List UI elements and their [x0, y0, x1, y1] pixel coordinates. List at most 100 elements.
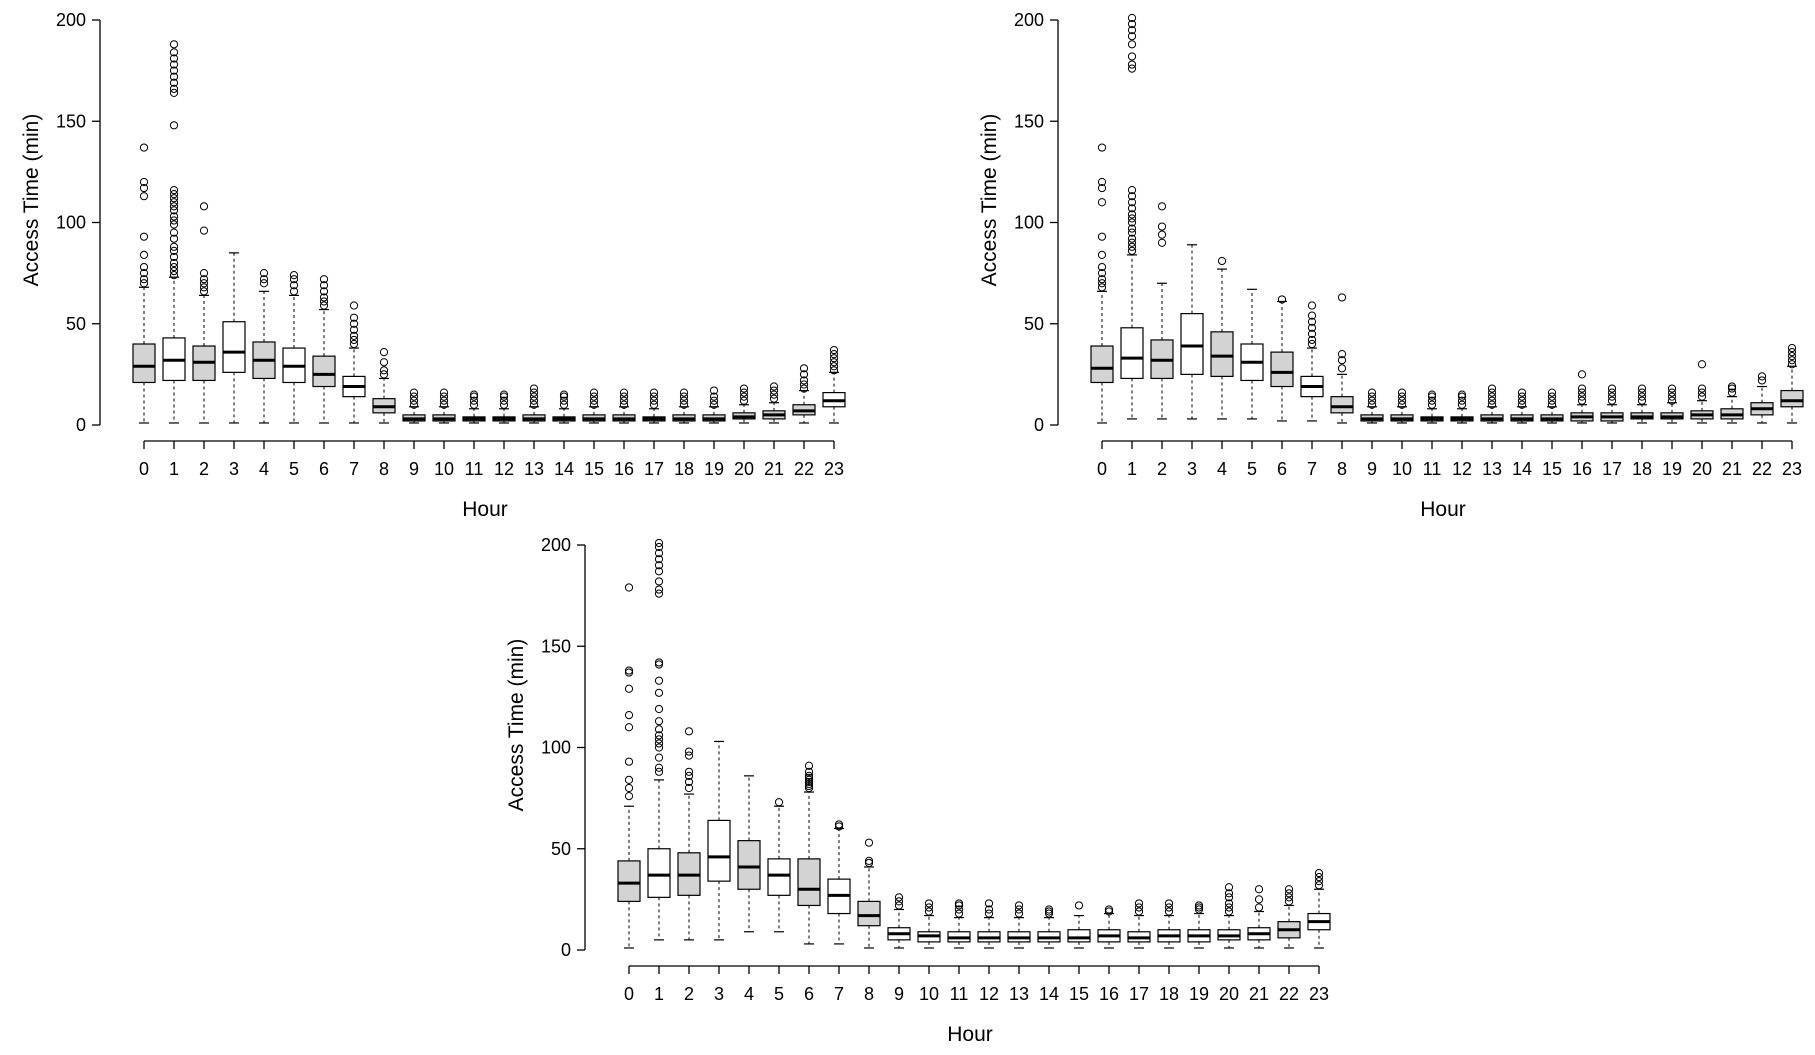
outlier-point — [1127, 60, 1137, 69]
outlier-point — [349, 335, 359, 345]
outlier-point — [804, 779, 814, 789]
outlier-point — [139, 143, 149, 152]
x-tick-label: 15 — [584, 459, 604, 479]
outlier-point — [349, 325, 359, 334]
box-hour-7 — [827, 820, 851, 945]
outlier-point — [654, 585, 664, 594]
outlier-point — [439, 388, 449, 397]
outlier-point — [289, 275, 299, 284]
outlier-point — [1104, 905, 1114, 914]
box-hour-9 — [402, 388, 426, 424]
x-tick-label: 14 — [1512, 459, 1532, 479]
box-iqr — [797, 858, 821, 907]
box-hour-3 — [1180, 244, 1204, 420]
box-hour-12 — [977, 899, 1001, 949]
outlier-point — [864, 856, 874, 865]
box-iqr — [132, 343, 156, 384]
x-tick-label: 20 — [1219, 984, 1239, 1004]
outlier-point — [1517, 392, 1527, 401]
outlier-point — [654, 561, 664, 570]
x-tick-label: 20 — [734, 459, 754, 479]
x-tick-label: 23 — [1309, 984, 1329, 1004]
x-tick-label: 11 — [465, 459, 484, 479]
outlier-point — [924, 903, 934, 912]
outlier-point — [654, 763, 664, 772]
outlier-point — [169, 220, 179, 229]
outlier-point — [1577, 396, 1587, 405]
box-hour-5 — [767, 798, 791, 933]
outlier-point — [169, 88, 179, 98]
box-hour-21 — [762, 382, 786, 424]
outlier-point — [199, 275, 209, 284]
outlier-point — [864, 858, 874, 868]
x-tick-label: 21 — [1722, 459, 1742, 479]
outlier-point — [894, 901, 904, 910]
x-tick-label: 13 — [524, 459, 544, 479]
y-tick-label: 200 — [541, 535, 571, 555]
outlier-point — [654, 704, 664, 714]
outlier-point — [1097, 275, 1107, 284]
x-tick-label: 12 — [494, 459, 514, 479]
outlier-point — [169, 54, 179, 63]
outlier-point — [169, 271, 179, 280]
y-tick-label: 100 — [1014, 213, 1044, 233]
outlier-point — [1727, 388, 1737, 397]
outlier-point — [834, 820, 844, 829]
outlier-point — [139, 269, 149, 278]
outlier-point — [1074, 901, 1084, 910]
x-tick-label: 6 — [804, 984, 814, 1004]
outlier-point — [1337, 356, 1347, 365]
outlier-point — [1284, 897, 1294, 906]
outlier-point — [654, 542, 664, 552]
outlier-point — [954, 901, 964, 910]
box-hour-7 — [342, 301, 366, 424]
outlier-point — [804, 777, 814, 787]
outlier-point — [654, 658, 664, 667]
box-hour-12 — [1450, 390, 1474, 424]
x-tick-label: 17 — [1129, 984, 1149, 1004]
outlier-point — [499, 400, 509, 409]
y-tick-label: 100 — [56, 213, 86, 233]
x-tick-label: 0 — [139, 459, 149, 479]
outlier-point — [1547, 392, 1557, 401]
outlier-point — [1577, 388, 1587, 397]
x-tick-label: 23 — [1782, 459, 1802, 479]
outlier-point — [319, 293, 329, 302]
outlier-point — [259, 275, 269, 284]
outlier-point — [1127, 52, 1137, 61]
outlier-point — [684, 777, 694, 787]
outlier-point — [1667, 388, 1677, 397]
x-tick-label: 19 — [1189, 984, 1209, 1004]
box-hour-21 — [1720, 382, 1744, 424]
outlier-point — [1097, 262, 1107, 272]
box-hour-4 — [737, 775, 761, 933]
y-tick-label: 150 — [1014, 111, 1044, 131]
outlier-point — [289, 281, 299, 290]
outlier-point — [169, 246, 179, 255]
outlier-point — [1457, 396, 1467, 405]
outlier-point — [624, 583, 634, 592]
outlier-point — [1487, 384, 1497, 393]
outlier-point — [1397, 400, 1407, 409]
outlier-point — [624, 723, 634, 732]
outlier-point — [319, 275, 329, 284]
x-tick-label: 8 — [1337, 459, 1347, 479]
box-hour-6 — [312, 275, 336, 424]
box-iqr — [1780, 389, 1804, 408]
x-tick-label: 16 — [614, 459, 634, 479]
outlier-point — [829, 362, 839, 371]
outlier-point — [409, 392, 419, 401]
outlier-point — [624, 668, 634, 677]
outlier-point — [1367, 392, 1377, 401]
outlier-point — [1134, 903, 1144, 912]
outlier-point — [1367, 400, 1377, 409]
outlier-point — [1194, 901, 1204, 910]
outlier-point — [1487, 392, 1497, 401]
outlier-point — [1787, 360, 1797, 369]
y-axis-title: Access Time (min) — [20, 114, 43, 287]
outlier-point — [559, 396, 569, 405]
x-tick-label: 21 — [764, 459, 784, 479]
outlier-point — [624, 775, 634, 784]
outlier-point — [199, 283, 209, 292]
